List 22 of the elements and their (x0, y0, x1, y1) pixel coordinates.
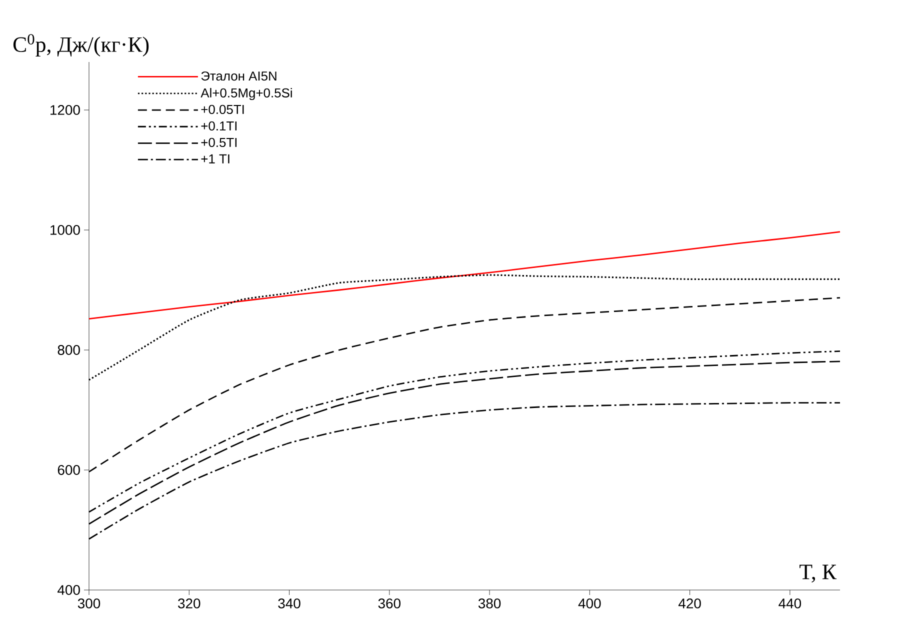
x-tick-label: 440 (778, 598, 802, 608)
line-series (88, 231, 841, 320)
legend-label: +0.05TI (201, 104, 244, 114)
x-tick-label: 340 (278, 598, 300, 608)
x-tick-label: 360 (378, 598, 400, 608)
legend-label: Эталон AI5N (201, 71, 276, 81)
legend-label: +1 TI (201, 154, 230, 164)
y-tick-label: 600 (58, 465, 80, 475)
x-tick-label: 320 (178, 598, 200, 608)
x-tick-label: 400 (578, 598, 601, 608)
y-tick-label: 1000 (50, 225, 80, 235)
x-tick-label: 380 (478, 598, 501, 608)
y-tick-label: 1200 (50, 105, 80, 115)
x-axis-title: T, К (800, 564, 837, 582)
y-tick-label: 400 (58, 585, 80, 595)
legend-label: Al+0.5Mg+0.5Si (200, 88, 292, 100)
legend-label: +0.1TI (201, 121, 237, 131)
y-tick-label: 800 (58, 345, 80, 355)
y-axis-title: C$^{0}$p, Дж/(кг·К) (13, 34, 149, 56)
legend-label: +0.5TI (201, 138, 237, 148)
x-tick-label: 420 (678, 598, 701, 608)
x-tick-label: 300 (78, 598, 100, 608)
